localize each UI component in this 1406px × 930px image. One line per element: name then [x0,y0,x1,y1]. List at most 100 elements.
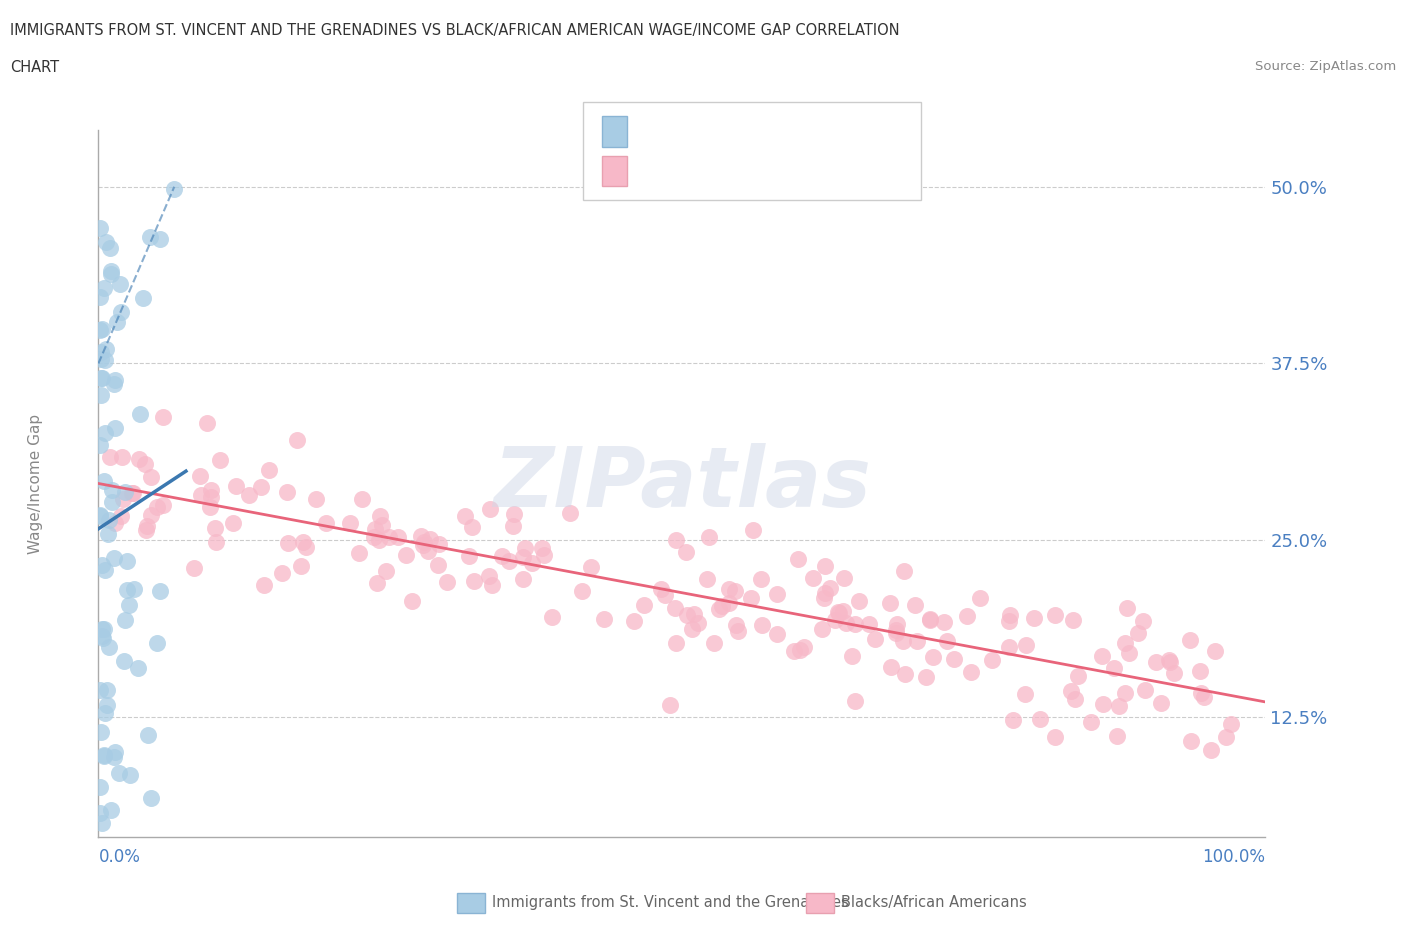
Point [789,643,811,658]
Point [98,449,121,464]
Point [103,744,125,759]
Point [863,631,886,646]
Point [1108,698,1130,713]
Point [969,591,991,605]
Point [1135,682,1157,697]
Point [427,557,450,572]
Point [905,634,928,649]
Point [818,581,841,596]
Point [225,479,247,494]
Point [94,352,117,367]
Point [139,790,162,805]
Point [709,602,731,617]
Point [980,652,1002,667]
Point [1062,613,1084,628]
Point [96,341,118,356]
Point [1063,692,1085,707]
Point [89,289,111,304]
Point [724,618,747,632]
Point [222,516,245,531]
Point [592,612,614,627]
Point [894,667,917,682]
Point [664,601,686,616]
Point [1180,734,1202,749]
Point [418,544,440,559]
Point [463,574,485,589]
Point [884,622,907,637]
Point [498,553,520,568]
Point [844,617,866,631]
Point [375,564,398,578]
Point [89,683,111,698]
Point [98,512,121,527]
Point [461,520,484,535]
Point [1102,660,1125,675]
Point [1115,601,1137,616]
Point [920,613,942,628]
Point [395,547,418,562]
Point [387,530,409,545]
Point [765,627,787,642]
Point [100,803,122,817]
Point [198,499,221,514]
Point [139,230,162,245]
Point [378,529,401,544]
Point [1144,654,1167,669]
Point [479,501,502,516]
Point [188,469,211,484]
Point [96,683,118,698]
Point [107,314,129,329]
Point [103,551,125,565]
Point [350,492,373,507]
Point [135,523,157,538]
Point [633,598,655,613]
Point [148,232,170,246]
Point [801,570,824,585]
Point [1159,652,1181,667]
Point [371,517,394,532]
Point [368,532,391,547]
Point [112,491,135,506]
Point [891,634,914,649]
Point [1066,669,1088,684]
Point [710,599,733,614]
Point [90,387,112,402]
Point [89,220,111,235]
Point [294,539,316,554]
Point [112,654,135,669]
Point [100,241,122,256]
Point [1014,686,1036,701]
Point [659,698,682,712]
Point [115,583,138,598]
Point [998,614,1021,629]
Point [276,485,298,499]
Point [200,490,222,505]
Point [97,640,120,655]
Text: CHART: CHART [10,60,59,75]
Point [520,555,543,570]
Point [1029,711,1052,726]
Point [249,479,271,494]
Point [89,508,111,523]
Point [915,670,938,684]
Point [835,616,858,631]
Point [195,416,218,431]
Point [533,548,555,563]
Point [841,649,863,664]
Point [1080,714,1102,729]
Point [1022,611,1045,626]
Point [285,432,308,447]
Point [1114,685,1136,700]
Point [558,506,581,521]
Point [200,483,222,498]
Point [366,576,388,591]
Point [959,665,981,680]
Point [94,235,117,250]
Point [1178,633,1201,648]
Point [783,644,806,658]
Point [93,473,115,488]
Point [90,724,112,739]
Point [419,531,441,546]
Point [491,549,513,564]
Point [681,622,703,637]
